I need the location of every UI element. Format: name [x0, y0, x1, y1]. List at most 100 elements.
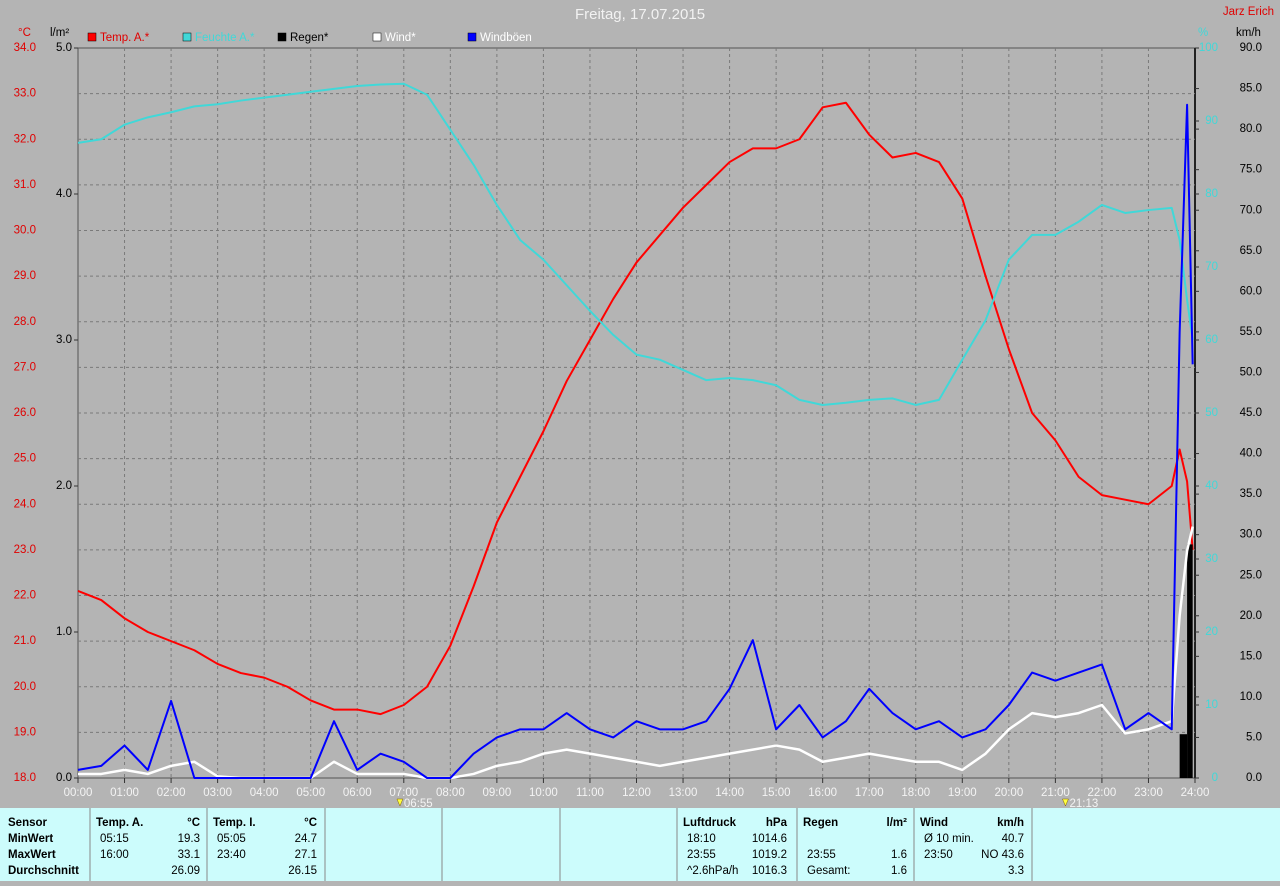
y-tick-label: 34.0	[14, 42, 36, 54]
y3-tick-label: 40	[1205, 480, 1218, 492]
x-tick-label: 07:00	[389, 787, 418, 799]
summary-unit: hPa	[766, 817, 788, 829]
summary-time: 18:10	[687, 833, 716, 845]
y4-tick-label: 80.0	[1240, 123, 1262, 135]
y3-tick-label: 20	[1205, 626, 1218, 638]
legend-label: Regen*	[290, 32, 329, 44]
rain-bar	[1187, 544, 1193, 778]
summary-unit: l/m²	[887, 817, 908, 829]
x-tick-label: 12:00	[622, 787, 651, 799]
summary-unit: °C	[304, 817, 317, 829]
y4-tick-label: 45.0	[1240, 407, 1262, 419]
y-tick-label: 21.0	[14, 635, 36, 647]
y4-tick-label: 5.0	[1246, 731, 1262, 743]
y3-tick-label: 80	[1205, 188, 1218, 200]
summary-value: 1016.3	[752, 865, 787, 877]
y3-tick-label: 60	[1205, 334, 1218, 346]
y-tick-label: 19.0	[14, 726, 36, 738]
summary-header: Luftdruck	[683, 817, 737, 829]
summary-value: 19.3	[178, 833, 200, 845]
legend-swatch	[277, 32, 287, 42]
y3-tick-label: 0	[1212, 772, 1218, 784]
y3-tick-label: 10	[1205, 699, 1218, 711]
legend-label: Wind*	[385, 32, 416, 44]
x-tick-label: 19:00	[948, 787, 977, 799]
summary-time: 23:55	[807, 849, 836, 861]
x-tick-label: 14:00	[715, 787, 744, 799]
summary-value: 1.6	[891, 865, 907, 877]
summary-header: Regen	[803, 817, 838, 829]
y4-tick-label: 15.0	[1240, 650, 1262, 662]
y-tick-label: 28.0	[14, 316, 36, 328]
legend-label: Feuchte A.*	[195, 32, 255, 44]
x-tick-label: 11:00	[576, 787, 604, 799]
summary-value: 40.7	[1002, 833, 1024, 845]
y3-tick-label: 90	[1205, 115, 1218, 127]
x-tick-label: 04:00	[250, 787, 279, 799]
summary-label: MinWert	[8, 833, 53, 845]
y2-unit: l/m²	[50, 27, 69, 39]
summary-time: 05:05	[217, 833, 246, 845]
y4-tick-label: 25.0	[1240, 569, 1262, 581]
summary-value: 27.1	[295, 849, 317, 861]
x-tick-label: 13:00	[669, 787, 698, 799]
y4-tick-label: 40.0	[1240, 448, 1262, 460]
y2-tick-label: 5.0	[56, 42, 72, 54]
y4-tick-label: 90.0	[1240, 42, 1262, 54]
y4-tick-label: 85.0	[1240, 83, 1262, 95]
summary-value: 24.7	[295, 833, 317, 845]
x-tick-label: 00:00	[64, 787, 93, 799]
summary-value: 26.09	[171, 865, 200, 877]
summary-time: 23:50	[924, 849, 953, 861]
x-tick-label: 17:00	[855, 787, 884, 799]
y2-tick-label: 2.0	[56, 480, 72, 492]
x-tick-label: 10:00	[529, 787, 558, 799]
y-tick-label: 20.0	[14, 681, 36, 693]
x-tick-label: 23:00	[1134, 787, 1163, 799]
y4-tick-label: 75.0	[1240, 164, 1262, 176]
summary-time: Gesamt:	[807, 865, 850, 877]
summary-value: 1.6	[891, 849, 907, 861]
y-tick-label: 18.0	[14, 772, 36, 784]
summary-value: NO 43.6	[981, 849, 1024, 861]
y-tick-label: 24.0	[14, 498, 36, 510]
summary-panel	[0, 808, 1280, 881]
y4-tick-label: 35.0	[1240, 488, 1262, 500]
y4-tick-label: 55.0	[1240, 326, 1262, 338]
series-line	[77, 103, 1194, 779]
x-tick-label: 24:00	[1181, 787, 1210, 799]
y-tick-label: 22.0	[14, 590, 36, 602]
y-tick-label: 25.0	[14, 453, 36, 465]
y-tick-label: 31.0	[14, 179, 36, 191]
summary-header: Wind	[920, 817, 948, 829]
summary-value: 1014.6	[752, 833, 787, 845]
y4-tick-label: 20.0	[1240, 610, 1262, 622]
y3-unit: %	[1198, 27, 1208, 39]
sun-marker	[396, 798, 404, 807]
y-tick-label: 29.0	[14, 270, 36, 282]
summary-header: Temp. I.	[213, 817, 256, 829]
summary-time: Ø 10 min.	[924, 833, 974, 845]
x-tick-label: 01:00	[110, 787, 139, 799]
x-tick-label: 15:00	[762, 787, 791, 799]
y4-tick-label: 50.0	[1240, 366, 1262, 378]
summary-label: MaxWert	[8, 849, 56, 861]
legend-swatch	[372, 32, 382, 42]
sun-label: 21:13	[1069, 798, 1098, 810]
author: Jarz Erich	[1223, 6, 1274, 18]
y-tick-label: 33.0	[14, 88, 36, 100]
y2-tick-label: 4.0	[56, 188, 72, 200]
summary-value: 33.1	[178, 849, 200, 861]
y3-tick-label: 30	[1205, 553, 1218, 565]
summary-unit: km/h	[997, 817, 1024, 829]
y4-tick-label: 70.0	[1240, 204, 1262, 216]
summary-label: Sensor	[8, 817, 48, 829]
x-tick-label: 16:00	[808, 787, 837, 799]
summary-time: 16:00	[100, 849, 129, 861]
x-tick-label: 05:00	[296, 787, 325, 799]
x-tick-label: 02:00	[157, 787, 186, 799]
x-tick-label: 21:00	[1041, 787, 1070, 799]
y2-tick-label: 3.0	[56, 334, 72, 346]
